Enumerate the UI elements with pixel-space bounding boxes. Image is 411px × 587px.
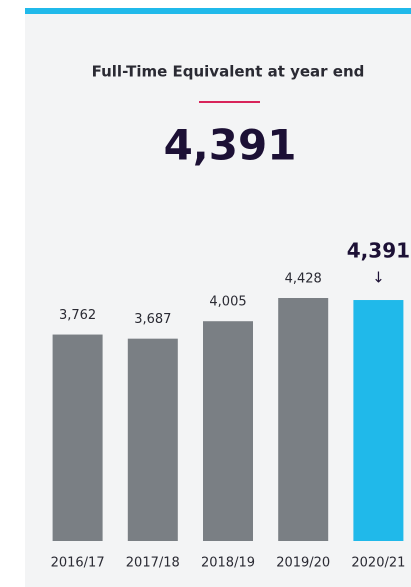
- bar: [52, 334, 103, 541]
- x-tick-label: 2016/17: [51, 556, 105, 571]
- x-tick-label: 2017/18: [126, 556, 180, 571]
- bar: [278, 298, 329, 541]
- bar: [203, 321, 253, 541]
- value-label: 3,687: [134, 312, 171, 327]
- headline-value: 4,391: [164, 121, 297, 170]
- value-label: 4,428: [285, 272, 322, 287]
- x-tick-label: 2019/20: [276, 556, 330, 571]
- value-label: 3,762: [59, 308, 96, 323]
- x-tick-label: 2020/21: [351, 556, 405, 571]
- value-label: 4,391: [347, 239, 410, 263]
- chart-title: Full-Time Equivalent at year end: [92, 63, 365, 81]
- divider: [199, 101, 260, 103]
- value-label: 4,005: [209, 295, 246, 310]
- x-tick-label: 2018/19: [201, 556, 255, 571]
- bar: [127, 338, 178, 541]
- top-accent: [25, 8, 411, 14]
- arrow-icon: ↓: [372, 269, 385, 287]
- bar: [353, 300, 404, 541]
